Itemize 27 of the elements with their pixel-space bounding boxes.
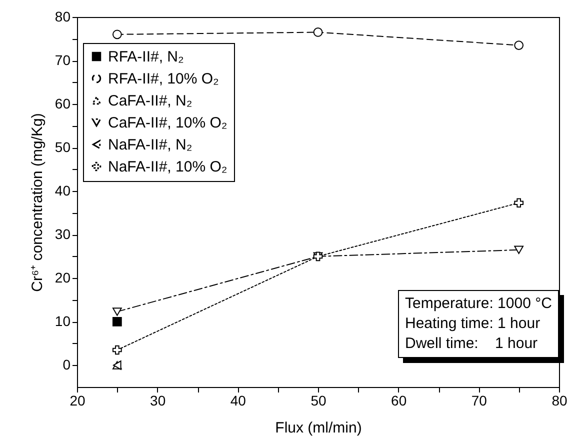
annotation: Temperature: 1000 °C — [405, 294, 552, 314]
x-tick-label: 40 — [230, 392, 246, 408]
y-tick-label: 60 — [54, 96, 71, 112]
y-tick-label: 40 — [54, 182, 71, 199]
y-tick-label: 80 — [54, 8, 71, 24]
legend-label: NaFA-II#, N₂ — [108, 136, 192, 154]
y-tick-label: 70 — [54, 52, 71, 68]
x-tick-label: 30 — [150, 392, 166, 408]
y-tick-label: 20 — [54, 270, 71, 286]
annotation: Heating time: 1 hour — [405, 314, 542, 334]
y-axis-title: Cr⁶⁺ concentration (mg/Kg) — [28, 113, 46, 292]
x-tick-label: 80 — [552, 392, 568, 408]
y-tick-label: 10 — [54, 313, 71, 330]
legend-label: CaFA-II#, N₂ — [108, 92, 192, 110]
legend-label: CaFA-II#, 10% O₂ — [108, 114, 228, 132]
legend-label: RFA-II#, N₂ — [108, 48, 184, 66]
y-tick-label: 0 — [62, 356, 71, 373]
x-tick-label: 20 — [70, 392, 86, 408]
y-tick-label: 30 — [54, 226, 71, 242]
x-tick-label: 70 — [471, 392, 488, 408]
annotation: Dwell time: 1 hour — [405, 334, 539, 354]
y-tick-label: 50 — [54, 139, 71, 156]
x-axis-title: Flux (ml/min) — [275, 420, 362, 436]
legend-label: NaFA-II#, 10% O₂ — [108, 158, 228, 176]
legend-label: RFA-II#, 10% O₂ — [108, 70, 220, 88]
x-tick-label: 60 — [391, 392, 407, 408]
x-tick-label: 50 — [310, 392, 326, 408]
